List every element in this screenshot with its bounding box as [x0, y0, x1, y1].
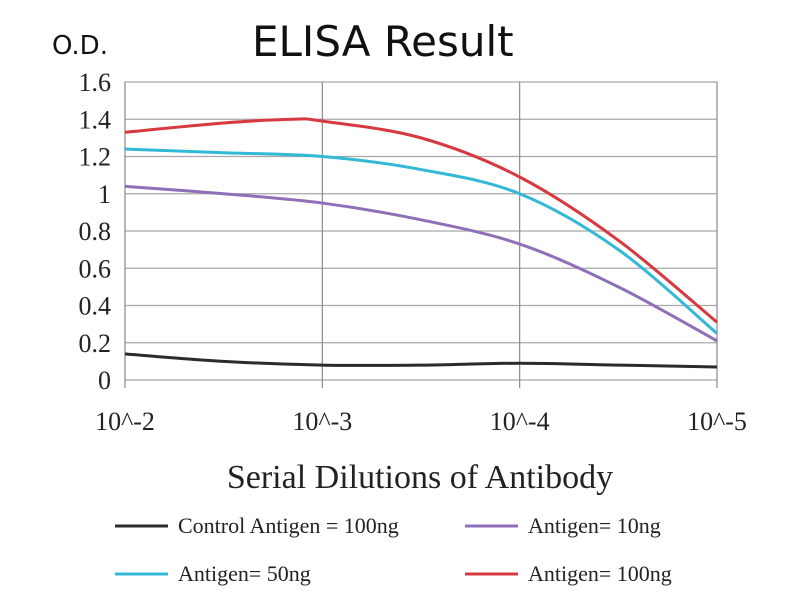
y-tick-label: 1.2 — [79, 143, 112, 172]
legend-label-50ng: Antigen= 50ng — [178, 561, 311, 586]
series-line-100ng — [124, 117, 718, 324]
x-tick-label: 10^-3 — [292, 407, 352, 436]
series-line-50ng — [124, 147, 718, 335]
y-tick-label: 0.8 — [79, 217, 112, 246]
y-tick-label: 0 — [98, 366, 111, 395]
x-tick-label: 10^-4 — [490, 407, 550, 436]
x-axis-label: Serial Dilutions of Antibody — [227, 459, 613, 496]
y-tick-label: 0.6 — [79, 254, 112, 283]
chart-title: ELISA Result — [252, 17, 514, 66]
y-tick-label: 0.4 — [79, 292, 112, 321]
legend-label-control: Control Antigen = 100ng — [178, 513, 399, 538]
y-tick-label: 1.4 — [79, 105, 112, 134]
legend-label-100ng: Antigen= 100ng — [528, 561, 672, 586]
y-tick-labels: 0 0.2 0.4 0.6 0.8 1 1.2 1.4 1.6 — [79, 68, 112, 395]
series-line-control — [124, 352, 718, 369]
y-tick-label: 1.6 — [79, 68, 112, 97]
x-tick-labels: 10^-2 10^-3 10^-4 10^-5 — [95, 407, 747, 436]
y-axis-label: O.D. — [52, 31, 108, 61]
grid-lines — [124, 81, 718, 388]
x-tick-label: 10^-5 — [687, 407, 747, 436]
x-tick-label: 10^-2 — [95, 407, 155, 436]
legend: Control Antigen = 100ng Antigen= 10ng An… — [115, 513, 672, 586]
series-line-10ng — [124, 184, 718, 343]
y-tick-label: 1 — [98, 180, 111, 209]
series-lines — [124, 117, 718, 369]
y-tick-label: 0.2 — [79, 329, 112, 358]
legend-label-10ng: Antigen= 10ng — [528, 513, 661, 538]
